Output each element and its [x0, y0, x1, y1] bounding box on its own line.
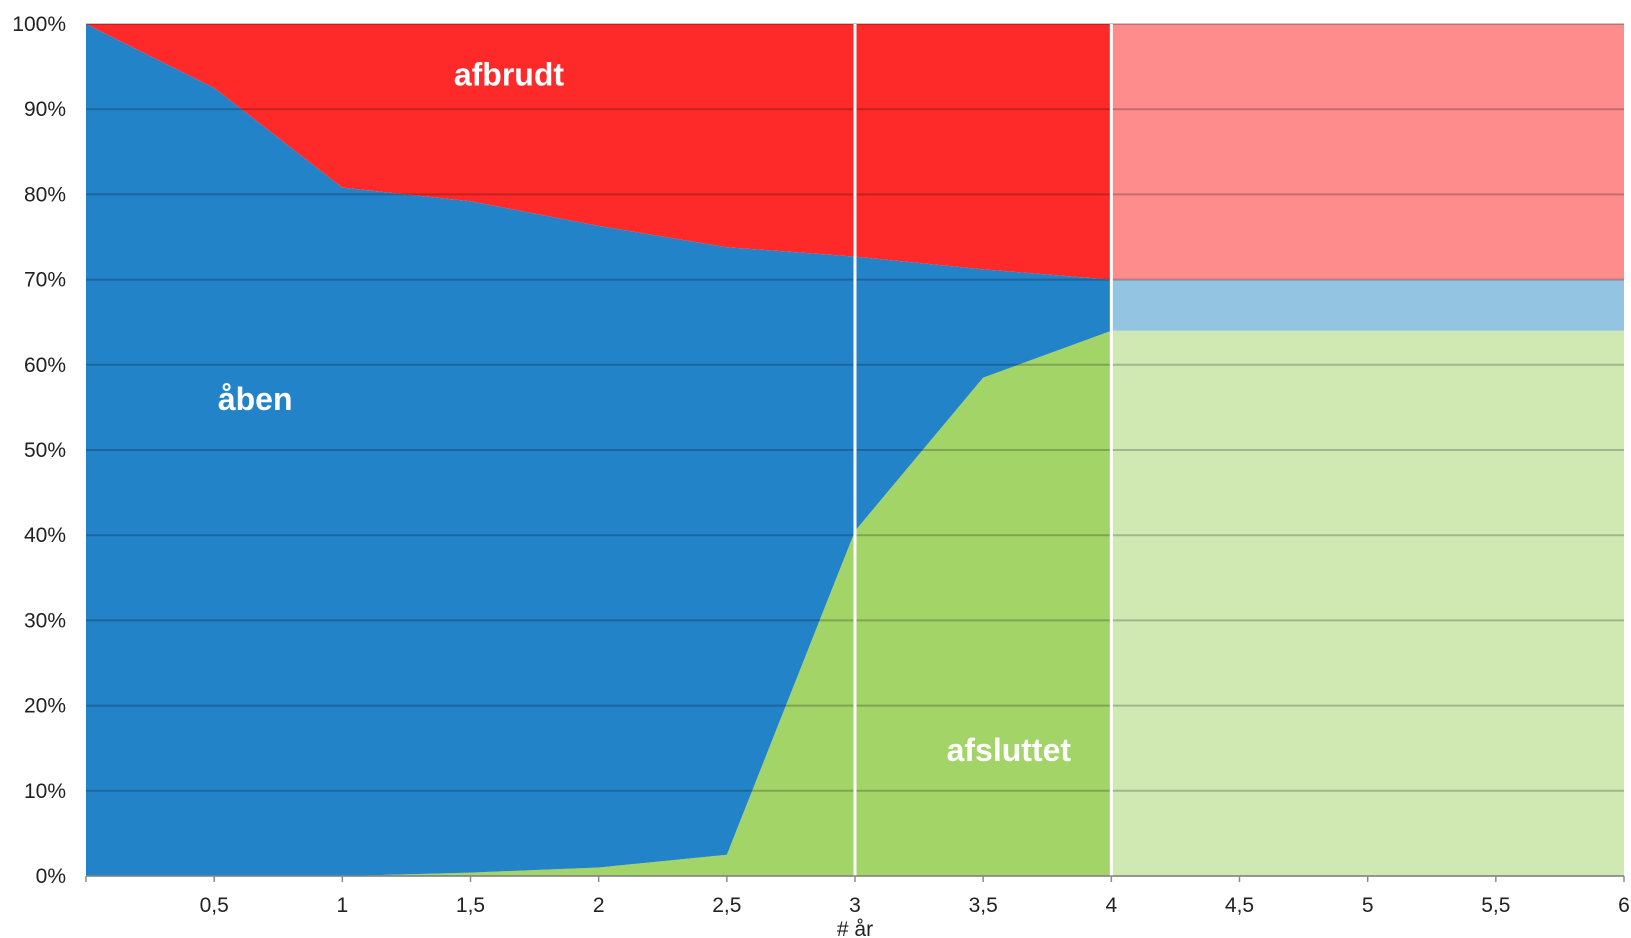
y-tick-label: 90%: [24, 98, 66, 121]
x-tick-label: 4: [1105, 894, 1117, 917]
projection-afsluttet: [1111, 330, 1624, 877]
x-tick-label: 1,5: [456, 894, 485, 917]
x-tick-label: 3: [849, 894, 861, 917]
x-tick-label: 0,5: [200, 894, 229, 917]
y-tick-label: 60%: [24, 354, 66, 377]
projection-afbrudt: [1111, 24, 1624, 280]
y-tick-label: 70%: [24, 269, 66, 292]
x-axis-title: # år: [837, 918, 873, 938]
y-tick-label: 10%: [24, 780, 66, 803]
area-åben: [86, 24, 1112, 876]
y-tick-label: 0%: [36, 865, 66, 888]
series-label-afsluttet: afsluttet: [947, 732, 1072, 768]
x-tick-label: 1: [336, 894, 348, 917]
series-label-afbrudt: afbrudt: [454, 56, 565, 92]
x-tick-label: 2,5: [712, 894, 741, 917]
y-tick-label: 30%: [24, 609, 66, 632]
x-tick-label: 4,5: [1225, 894, 1254, 917]
y-tick-label: 80%: [24, 183, 66, 206]
series-labels: afsluttet åben afbrudt: [218, 56, 1072, 768]
series-label-åben: åben: [218, 381, 293, 417]
axes: 0,5 1 1,5 2 2,5 3 3,5 4 4,5 5 5,5 60%10%20%30%40%50…: [12, 13, 1630, 938]
x-tick-label: 6: [1618, 894, 1630, 917]
x-tick-label: 5: [1362, 894, 1374, 917]
y-tick-label: 100%: [12, 13, 66, 36]
vertical-markers: [853, 24, 1113, 876]
y-tick-label: 50%: [24, 439, 66, 462]
y-tick-label: 40%: [24, 524, 66, 547]
x-tick-label: 5,5: [1481, 894, 1510, 917]
x-tick-label: 3,5: [969, 894, 998, 917]
x-tick-label: 2: [593, 894, 605, 917]
projection-åben: [1111, 279, 1624, 331]
y-tick-label: 20%: [24, 695, 66, 718]
